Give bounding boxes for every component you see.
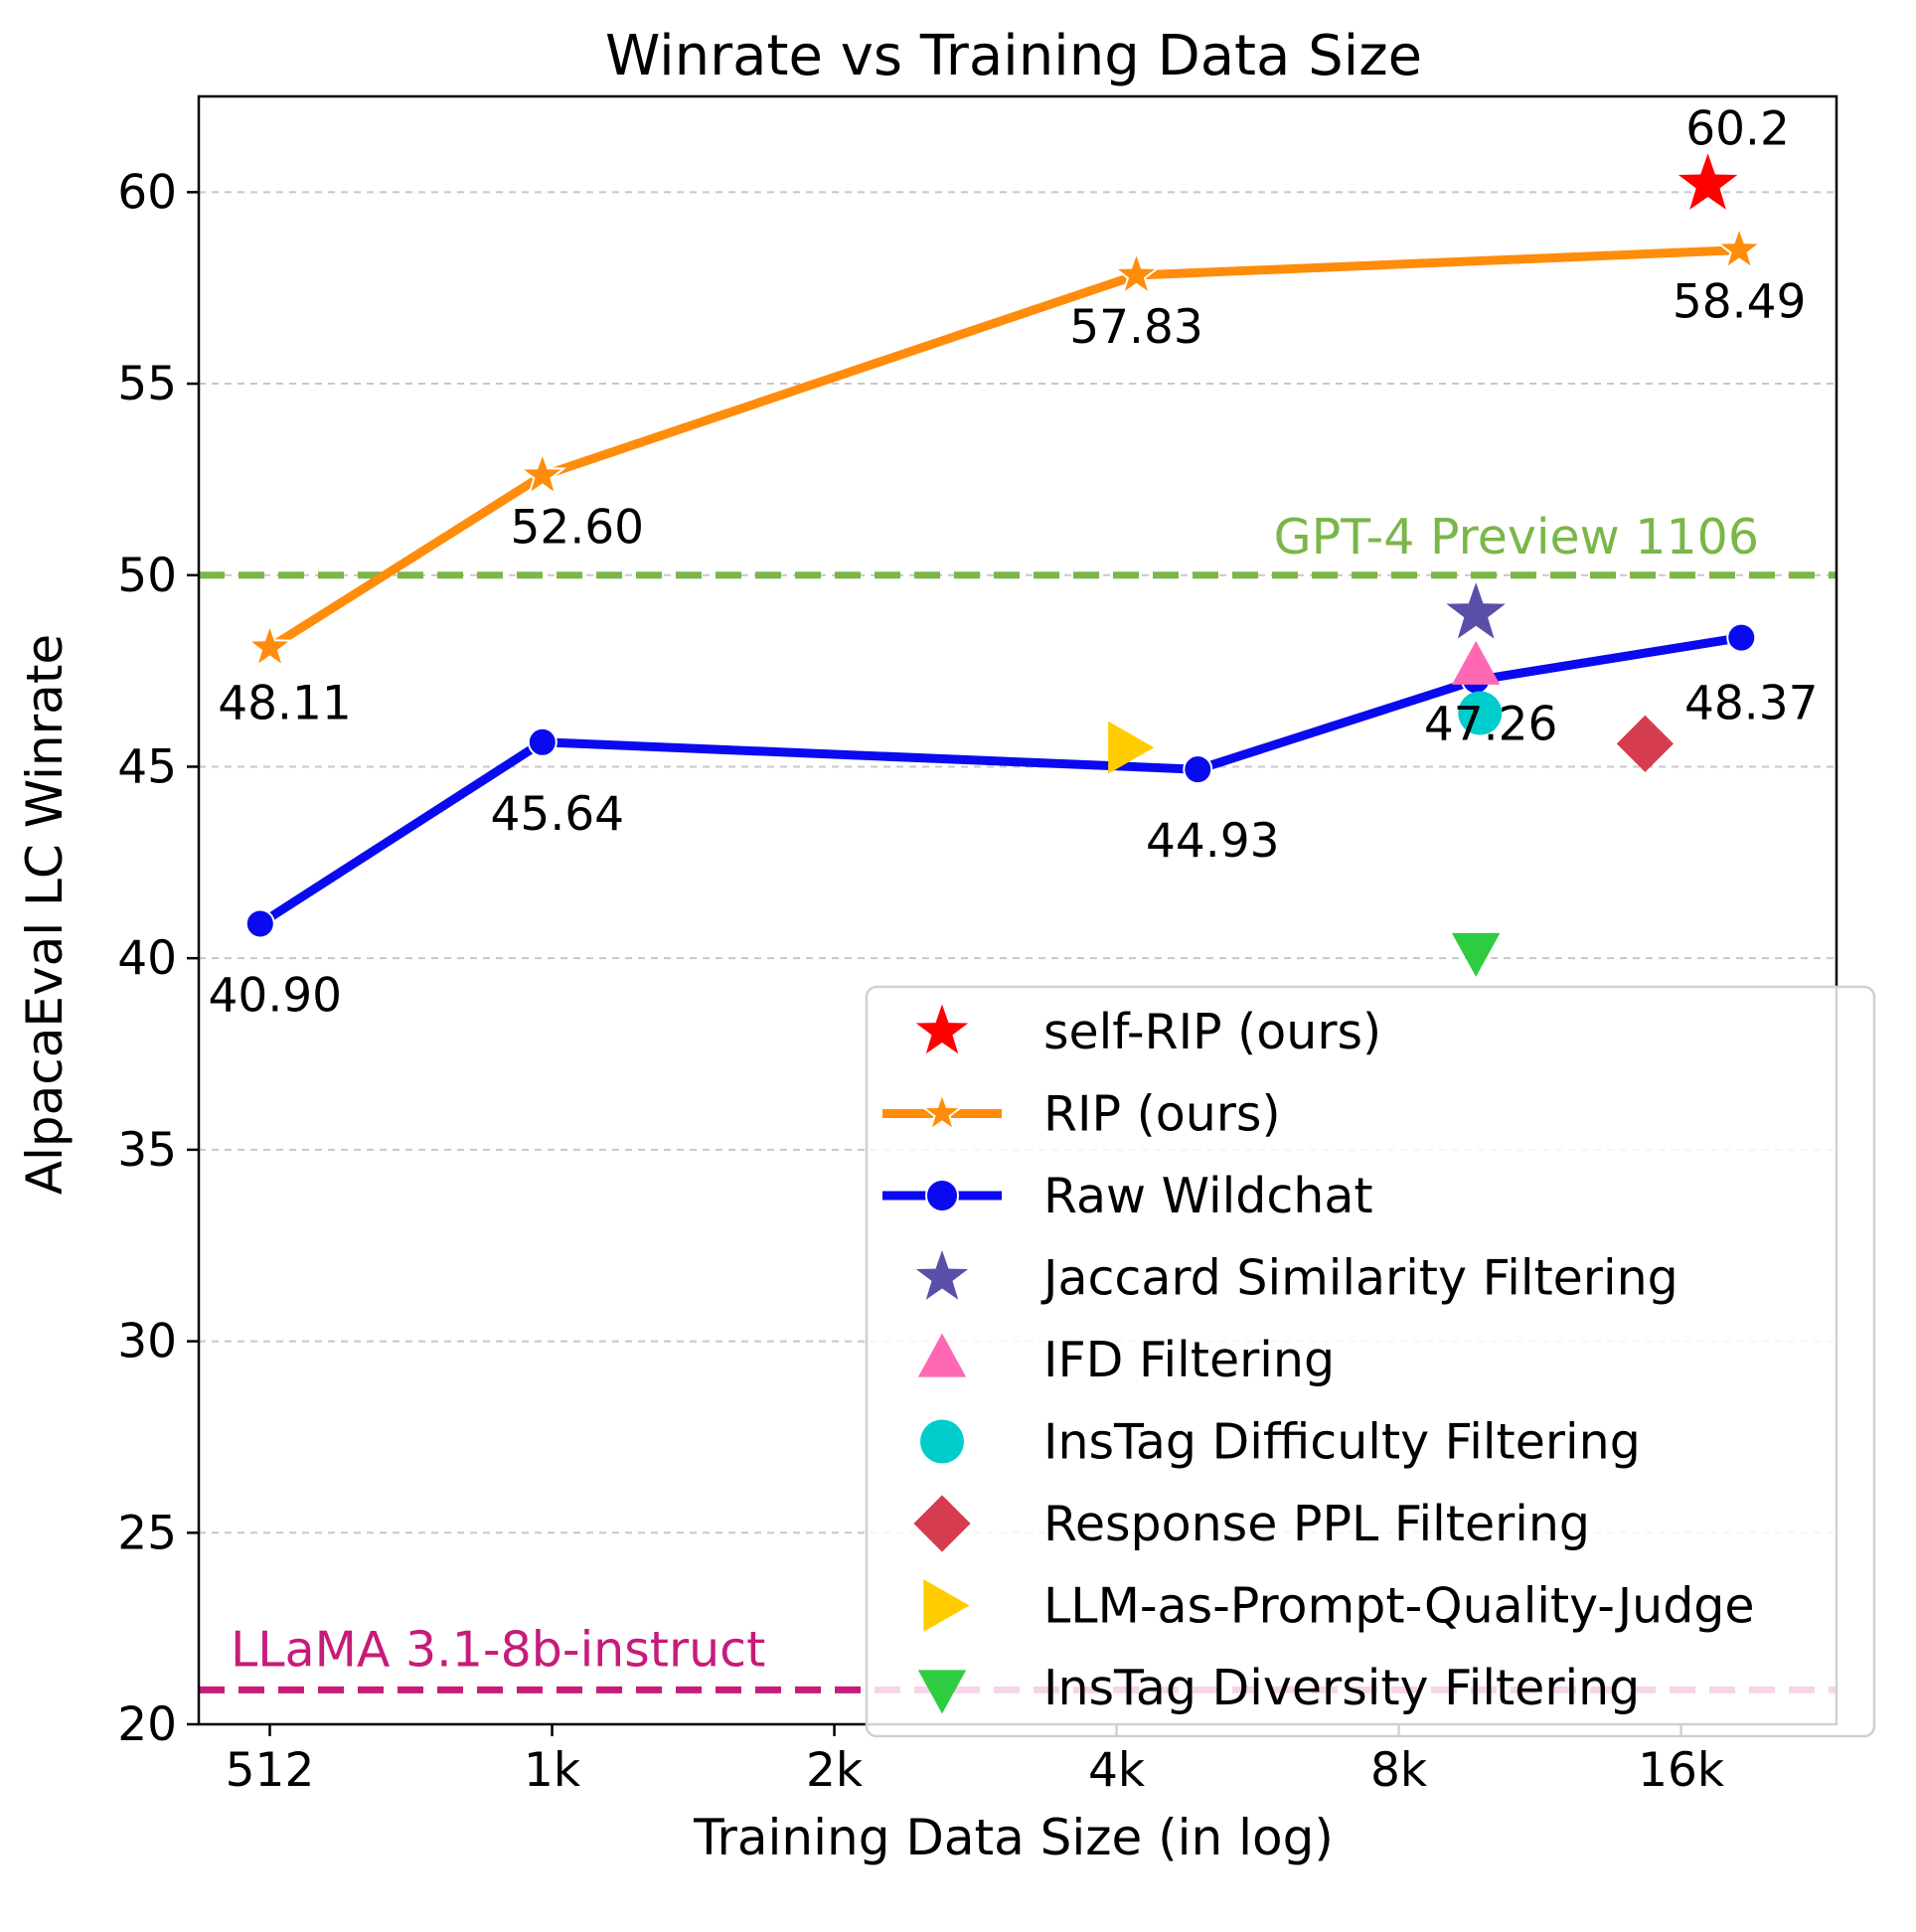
legend-label-response-ppl-filtering: Response PPL Filtering <box>1043 1496 1590 1552</box>
legend-marker-jaccard-similarity-filtering <box>915 1250 969 1300</box>
data-label-raw-wildchat-2: 44.93 <box>1146 814 1280 869</box>
reference-label-gpt-4-preview-1106: GPT-4 Preview 1106 <box>1274 509 1759 565</box>
series-layer <box>244 153 1764 977</box>
legend-marker-response-ppl-filtering <box>913 1495 971 1552</box>
legend-label-instag-difficulty-filtering: InsTag Difficulty Filtering <box>1043 1414 1641 1471</box>
legend-label-ifd-filtering: IFD Filtering <box>1043 1332 1335 1388</box>
y-tick-label-55: 55 <box>117 357 177 411</box>
marker-instag-diversity-filtering-0 <box>1451 932 1501 977</box>
series-line-rip-ours <box>267 245 1740 652</box>
y-tick-label-20: 20 <box>117 1697 177 1752</box>
legend-label-self-rip-ours: self-RIP (ours) <box>1043 1004 1381 1060</box>
data-label-rip-ours-3: 58.49 <box>1673 275 1807 330</box>
marker-ifd-filtering-0 <box>1451 640 1501 685</box>
marker-jaccard-similarity-filtering-0 <box>1446 582 1506 639</box>
series-line-raw-wildchat <box>257 633 1743 928</box>
marker-rip-ours-2 <box>1112 249 1161 296</box>
data-label-rip-ours-1: 52.60 <box>511 501 645 556</box>
y-tick-label-40: 40 <box>117 931 177 986</box>
marker-instag-difficulty-filtering-0 <box>1458 691 1503 735</box>
y-axis-label: AlpacaEval LC Winrate <box>16 634 74 1195</box>
data-label-raw-wildchat-0: 40.90 <box>209 968 343 1023</box>
data-label-raw-wildchat-4: 48.37 <box>1684 677 1819 731</box>
reference-label-llama-3-1-8b-instruct: LLaMA 3.1-8b-instruct <box>231 1621 765 1678</box>
marker-rip-ours-3 <box>1714 225 1764 271</box>
legend-label-instag-diversity-filtering: InsTag Diversity Filtering <box>1043 1660 1640 1716</box>
x-tick-label-2k: 2k <box>806 1743 864 1798</box>
legend-label-jaccard-similarity-filtering: Jaccard Similarity Filtering <box>1040 1250 1678 1307</box>
x-tick-label-16k: 16k <box>1638 1743 1725 1798</box>
y-tick-label-25: 25 <box>117 1506 177 1560</box>
x-tick-label-8k: 8k <box>1370 1743 1428 1798</box>
data-label-raw-wildchat-3: 47.26 <box>1424 697 1558 751</box>
legend-marker-rip-ours <box>920 1090 964 1133</box>
marker-llm-as-prompt-quality-judge-0 <box>1108 721 1155 774</box>
data-label-self-rip-ours-0: 60.2 <box>1685 102 1790 157</box>
legend-marker-llm-as-prompt-quality-judge <box>923 1579 970 1632</box>
data-label-rip-ours-0: 48.11 <box>218 677 352 731</box>
x-tick-label-1k: 1k <box>524 1743 581 1798</box>
legend-marker-instag-difficulty-filtering <box>920 1419 964 1464</box>
y-tick-label-35: 35 <box>117 1123 177 1178</box>
marker-raw-wildchat-4 <box>1726 622 1757 653</box>
marker-raw-wildchat-1 <box>527 726 558 757</box>
legend-marker-raw-wildchat <box>925 1179 959 1212</box>
legend-marker-instag-diversity-filtering <box>917 1670 967 1714</box>
legend-label-raw-wildchat: Raw Wildchat <box>1043 1168 1373 1224</box>
y-tick-label-50: 50 <box>117 549 177 603</box>
y-tick-label-30: 30 <box>117 1315 177 1369</box>
legend-marker-ifd-filtering <box>917 1333 967 1377</box>
y-tick-label-45: 45 <box>117 739 177 794</box>
x-axis-label: Training Data Size (in log) <box>693 1809 1334 1866</box>
marker-rip-ours-0 <box>245 622 294 669</box>
y-tick-label-60: 60 <box>117 165 177 220</box>
axis-layer: 20 25 30 35 40 45 50 55 60 512 1k 2k 4k 8k 16k <box>117 165 1725 1798</box>
x-tick-label-512: 512 <box>226 1743 315 1798</box>
legend: self-RIP (ours) RIP (ours) Raw Wildchat Jac… <box>865 985 1876 1738</box>
data-label-raw-wildchat-1: 45.64 <box>491 787 625 842</box>
marker-self-rip-ours-0 <box>1677 153 1738 210</box>
legend-label-rip-ours: RIP (ours) <box>1043 1086 1281 1143</box>
legend-marker-self-rip-ours <box>915 1004 969 1054</box>
marker-raw-wildchat-0 <box>244 908 275 939</box>
data-label-rip-ours-2: 57.83 <box>1069 300 1203 355</box>
marker-response-ppl-filtering-0 <box>1616 715 1675 772</box>
data-labels-layer: 48.11 52.60 57.83 58.49 40.90 45.64 44.93 47.26… <box>209 102 1819 1024</box>
marker-raw-wildchat-2 <box>1183 754 1213 785</box>
chart-title: Winrate vs Training Data Size <box>605 24 1422 88</box>
x-tick-label-4k: 4k <box>1088 1743 1146 1798</box>
marker-rip-ours-1 <box>518 450 567 497</box>
legend-label-llm-as-prompt-quality-judge: LLM-as-Prompt-Quality-Judge <box>1043 1578 1755 1635</box>
legend-box <box>865 985 1876 1738</box>
